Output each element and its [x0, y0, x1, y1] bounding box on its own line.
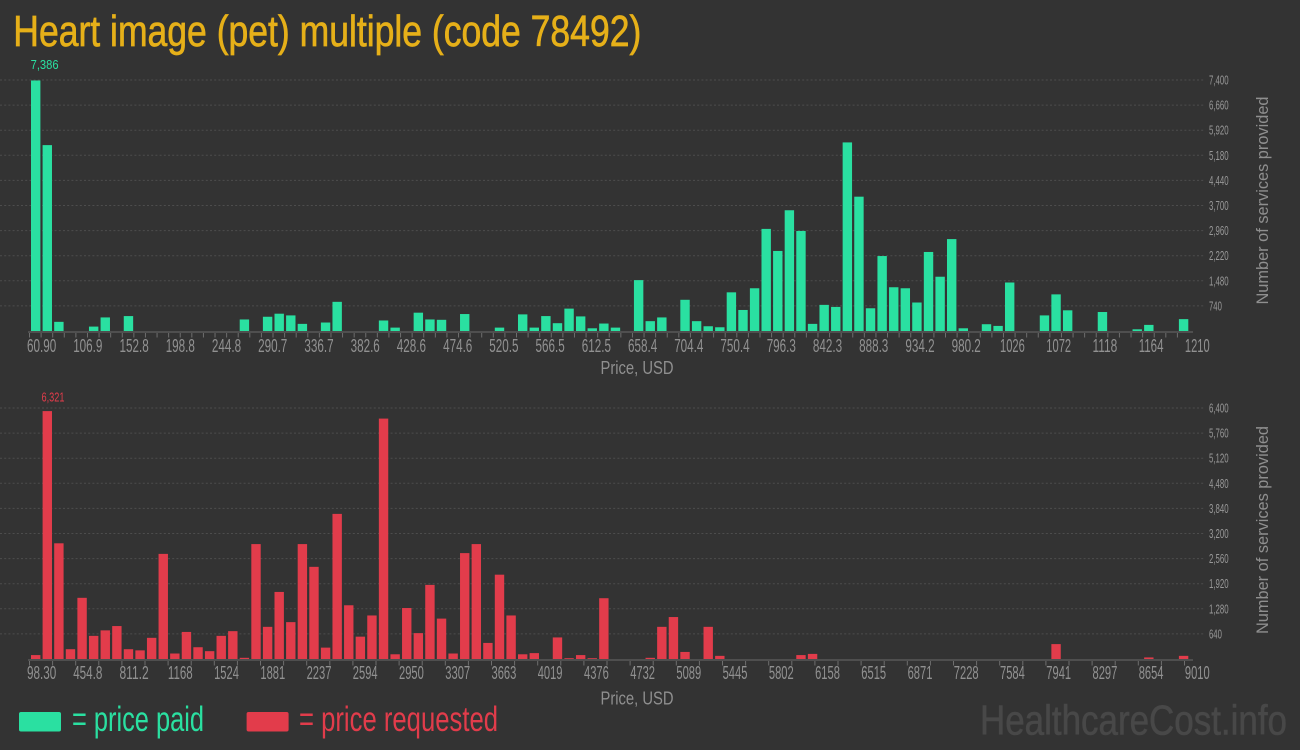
- svg-text:658.4: 658.4: [628, 336, 657, 356]
- svg-text:888.3: 888.3: [859, 336, 888, 356]
- svg-text:750.4: 750.4: [720, 336, 749, 356]
- svg-text:= price requested: = price requested: [299, 700, 498, 739]
- svg-text:HealthcareCost.info: HealthcareCost.info: [980, 697, 1287, 744]
- svg-text:796.3: 796.3: [767, 336, 796, 356]
- svg-text:1026: 1026: [1000, 336, 1025, 356]
- svg-text:4732: 4732: [630, 663, 655, 683]
- svg-text:8654: 8654: [1139, 663, 1164, 683]
- svg-text:2,220: 2,220: [1209, 248, 1229, 263]
- svg-text:980.2: 980.2: [952, 336, 981, 356]
- svg-text:811.2: 811.2: [120, 663, 149, 683]
- svg-text:1168: 1168: [168, 663, 193, 683]
- svg-text:244.8: 244.8: [212, 336, 241, 356]
- svg-text:290.7: 290.7: [258, 336, 287, 356]
- svg-text:5802: 5802: [769, 663, 794, 683]
- svg-text:454.8: 454.8: [73, 663, 102, 683]
- svg-text:1524: 1524: [214, 663, 239, 683]
- svg-text:842.3: 842.3: [813, 336, 842, 356]
- svg-text:152.8: 152.8: [120, 336, 149, 356]
- svg-text:382.6: 382.6: [351, 336, 380, 356]
- svg-text:7584: 7584: [1000, 663, 1025, 683]
- svg-text:7941: 7941: [1046, 663, 1071, 683]
- svg-text:3307: 3307: [445, 663, 470, 683]
- svg-text:Price, USD: Price, USD: [601, 358, 674, 378]
- svg-text:3,700: 3,700: [1209, 198, 1229, 213]
- svg-text:2594: 2594: [353, 663, 378, 683]
- svg-text:3,200: 3,200: [1209, 526, 1229, 541]
- svg-text:428.6: 428.6: [397, 336, 426, 356]
- svg-text:336.7: 336.7: [304, 336, 333, 356]
- svg-text:1,920: 1,920: [1209, 576, 1229, 591]
- svg-text:640: 640: [1209, 626, 1222, 641]
- svg-text:106.9: 106.9: [73, 336, 102, 356]
- svg-text:98.30: 98.30: [27, 663, 56, 683]
- svg-text:740: 740: [1209, 298, 1222, 313]
- svg-text:Heart image (pet) multiple (co: Heart image (pet) multiple (code 78492): [13, 7, 641, 56]
- svg-text:7,386: 7,386: [31, 57, 59, 72]
- svg-text:704.4: 704.4: [674, 336, 703, 356]
- svg-text:1072: 1072: [1046, 336, 1071, 356]
- svg-text:4,480: 4,480: [1209, 476, 1229, 491]
- svg-text:5,760: 5,760: [1209, 426, 1229, 441]
- svg-text:6,660: 6,660: [1209, 98, 1229, 113]
- svg-text:3663: 3663: [492, 663, 517, 683]
- svg-text:2,960: 2,960: [1209, 223, 1229, 238]
- svg-text:5089: 5089: [676, 663, 701, 683]
- svg-text:566.5: 566.5: [536, 336, 565, 356]
- svg-text:6,321: 6,321: [42, 390, 65, 405]
- svg-text:6515: 6515: [861, 663, 886, 683]
- svg-text:198.8: 198.8: [166, 336, 195, 356]
- svg-text:7228: 7228: [954, 663, 979, 683]
- svg-text:7,400: 7,400: [1209, 73, 1229, 88]
- svg-text:9010: 9010: [1185, 663, 1210, 683]
- svg-text:934.2: 934.2: [905, 336, 934, 356]
- svg-text:5,120: 5,120: [1209, 451, 1229, 466]
- svg-text:5445: 5445: [723, 663, 748, 683]
- svg-text:= price paid: = price paid: [72, 700, 204, 739]
- svg-text:1118: 1118: [1093, 336, 1118, 356]
- svg-text:2,560: 2,560: [1209, 551, 1229, 566]
- svg-text:8297: 8297: [1093, 663, 1118, 683]
- svg-text:4376: 4376: [584, 663, 609, 683]
- svg-text:Number of services provided: Number of services provided: [1253, 426, 1272, 634]
- svg-text:1,480: 1,480: [1209, 273, 1229, 288]
- svg-text:1164: 1164: [1139, 336, 1164, 356]
- svg-text:Price, USD: Price, USD: [601, 689, 674, 709]
- svg-text:6158: 6158: [815, 663, 840, 683]
- svg-text:5,920: 5,920: [1209, 123, 1229, 138]
- svg-text:60.90: 60.90: [27, 336, 56, 356]
- svg-text:1881: 1881: [260, 663, 285, 683]
- svg-text:4019: 4019: [538, 663, 563, 683]
- svg-text:6871: 6871: [908, 663, 933, 683]
- svg-text:520.5: 520.5: [489, 336, 518, 356]
- svg-text:6,400: 6,400: [1209, 401, 1229, 416]
- svg-text:4,440: 4,440: [1209, 173, 1229, 188]
- svg-text:2950: 2950: [399, 663, 424, 683]
- svg-text:1210: 1210: [1185, 336, 1210, 356]
- svg-text:2237: 2237: [307, 663, 332, 683]
- svg-text:612.5: 612.5: [582, 336, 611, 356]
- svg-text:1,280: 1,280: [1209, 601, 1229, 616]
- svg-text:474.6: 474.6: [443, 336, 472, 356]
- svg-text:5,180: 5,180: [1209, 148, 1229, 163]
- svg-text:3,840: 3,840: [1209, 501, 1229, 516]
- svg-text:Number of services provided: Number of services provided: [1253, 97, 1272, 305]
